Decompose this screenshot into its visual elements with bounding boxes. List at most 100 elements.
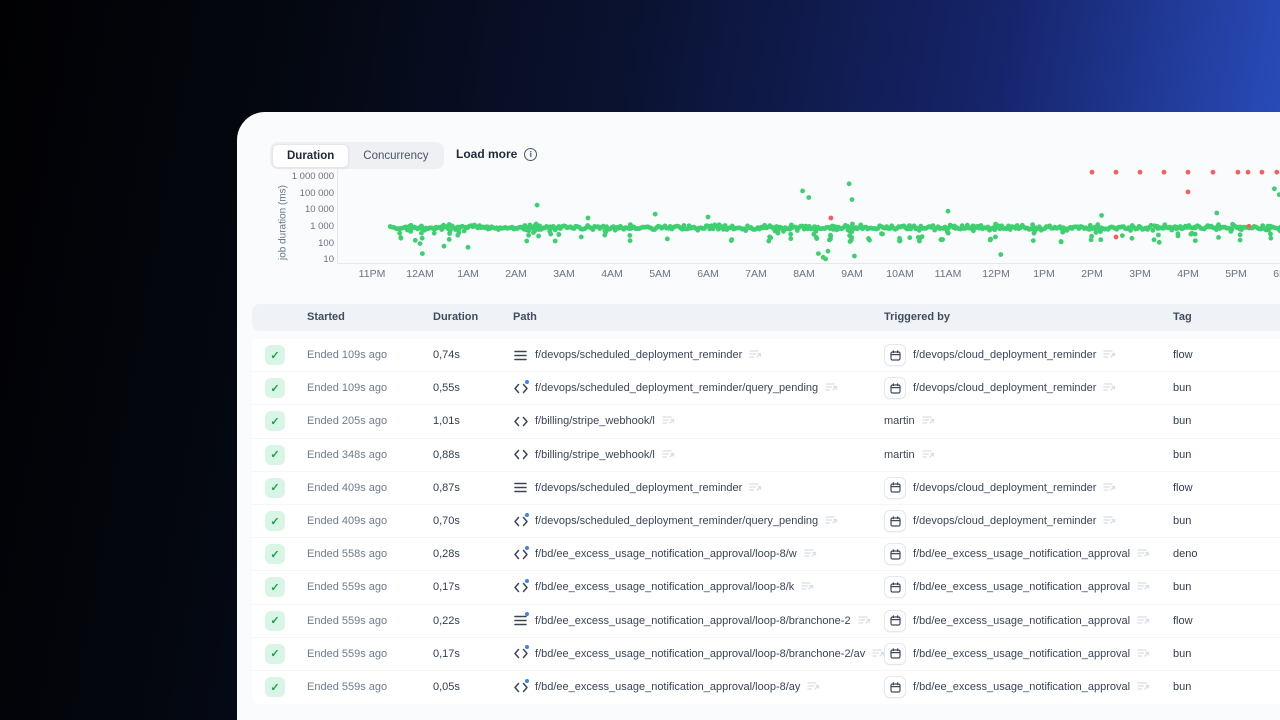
- table-row[interactable]: ✓ Ended 109s ago 0,74s f/devops/scheduled_d…: [252, 339, 1280, 373]
- table-row[interactable]: ✓ Ended 348s ago 0,88s f/billing/stripe_web…: [252, 439, 1280, 472]
- table-header: Started Duration Path Triggered by Tag: [252, 304, 1280, 331]
- filter-icon[interactable]: [749, 346, 762, 364]
- filter-icon[interactable]: [1103, 346, 1116, 364]
- tag-cell: bun: [1173, 515, 1192, 528]
- blue-dot-badge: [525, 545, 529, 550]
- success-check-icon: ✓: [265, 345, 285, 366]
- tag-cell: bun: [1173, 581, 1192, 594]
- triggered-by-cell: f/bd/ee_excess_usage_notification_approv…: [884, 543, 1150, 566]
- filter-icon[interactable]: [1137, 612, 1150, 630]
- blue-dot-badge: [525, 512, 529, 517]
- filter-icon[interactable]: [872, 645, 885, 663]
- filter-icon[interactable]: [749, 479, 762, 497]
- filter-icon[interactable]: [801, 578, 814, 596]
- code-icon: [513, 678, 529, 694]
- path-text: f/devops/scheduled_deployment_reminder/q…: [535, 515, 819, 528]
- filter-icon[interactable]: [921, 412, 935, 430]
- col-header-started: Started: [307, 311, 345, 323]
- info-icon[interactable]: i: [524, 147, 538, 161]
- code-icon: [513, 379, 529, 395]
- x-tick-label: 6PM: [1273, 268, 1280, 280]
- table-row[interactable]: ✓ Ended 559s ago 0,05s f/bd/ee_excess_usage…: [252, 671, 1280, 704]
- path-text: f/bd/ee_excess_usage_notification_approv…: [535, 548, 797, 561]
- code-icon: [513, 645, 529, 660]
- path-text: f/bd/ee_excess_usage_notification_approv…: [535, 581, 795, 594]
- table-row[interactable]: ✓ Ended 109s ago 0,55s f/devops/scheduled_d…: [252, 372, 1280, 406]
- col-header-path: Path: [513, 311, 537, 323]
- table-row[interactable]: ✓ Ended 559s ago 0,17s f/bd/ee_excess_usage…: [252, 638, 1280, 671]
- tab-duration[interactable]: Duration: [272, 143, 350, 168]
- started-cell: Ended 109s ago: [307, 382, 388, 395]
- duration-cell: 0,74s: [433, 349, 460, 362]
- triggered-by-text: f/bd/ee_excess_usage_notification_approv…: [913, 548, 1131, 561]
- success-check-icon: ✓: [265, 677, 285, 698]
- triggered-by-text: f/devops/cloud_deployment_reminder: [913, 481, 1097, 494]
- calendar-icon: [884, 576, 906, 599]
- started-cell: Ended 409s ago: [307, 481, 388, 494]
- runs-panel: Duration Concurrency Load more i job dur…: [237, 112, 1280, 720]
- path-cell: f/bd/ee_excess_usage_notification_approv…: [513, 578, 814, 596]
- filter-icon[interactable]: [857, 612, 871, 630]
- calendar-icon: [884, 676, 906, 699]
- table-row[interactable]: ✓ Ended 205s ago 1,01s f/billing/stripe_web…: [252, 405, 1280, 439]
- started-cell: Ended 559s ago: [307, 681, 388, 694]
- col-header-tag: Tag: [1173, 311, 1192, 323]
- x-tick-label: 4AM: [601, 268, 623, 280]
- triggered-by-text: f/bd/ee_excess_usage_notification_approv…: [913, 614, 1131, 627]
- filter-icon[interactable]: [1103, 479, 1116, 497]
- y-tick-label: 100 000: [299, 188, 334, 199]
- code-icon: [513, 512, 529, 528]
- success-check-icon: ✓: [265, 544, 285, 565]
- path-cell: f/devops/scheduled_deployment_reminder/q…: [513, 512, 838, 530]
- success-check-icon: ✓: [265, 577, 285, 598]
- filter-icon[interactable]: [804, 545, 817, 563]
- calendar-icon: [884, 377, 906, 400]
- filter-icon[interactable]: [825, 512, 838, 530]
- flow-list-icon: [513, 612, 529, 627]
- filter-icon[interactable]: [1137, 545, 1150, 563]
- filter-icon[interactable]: [825, 379, 838, 397]
- table-row[interactable]: ✓ Ended 409s ago 0,70s f/devops/scheduled_d…: [252, 505, 1280, 539]
- duration-cell: 0,17s: [433, 581, 460, 594]
- filter-icon[interactable]: [662, 446, 675, 464]
- path-cell: f/devops/scheduled_deployment_reminder: [513, 479, 762, 497]
- filter-icon[interactable]: [662, 412, 675, 430]
- triggered-by-text: f/devops/cloud_deployment_reminder: [913, 515, 1097, 528]
- duration-cell: 0,17s: [433, 647, 460, 660]
- table-row[interactable]: ✓ Ended 559s ago 0,17s f/bd/ee_excess_usage…: [252, 571, 1280, 605]
- filter-icon[interactable]: [1103, 379, 1116, 397]
- table-row[interactable]: ✓ Ended 558s ago 0,28s f/bd/ee_excess_usage…: [252, 538, 1280, 572]
- y-axis-label: job duration (ms): [277, 184, 289, 261]
- path-cell: f/devops/scheduled_deployment_reminder: [513, 346, 762, 364]
- triggered-by-text: f/bd/ee_excess_usage_notification_approv…: [913, 681, 1131, 694]
- calendar-icon: [884, 543, 906, 566]
- load-more-label: Load more: [456, 147, 518, 161]
- path-cell: f/bd/ee_excess_usage_notification_approv…: [513, 612, 871, 630]
- path-cell: f/bd/ee_excess_usage_notification_approv…: [513, 678, 820, 696]
- path-cell: f/bd/ee_excess_usage_notification_approv…: [513, 645, 885, 663]
- filter-icon[interactable]: [1137, 645, 1150, 663]
- x-tick-label: 10AM: [886, 268, 914, 280]
- filter-icon[interactable]: [1137, 578, 1150, 596]
- load-more-button[interactable]: Load more i: [456, 147, 538, 161]
- table-row[interactable]: ✓ Ended 559s ago 0,22s f/bd/ee_excess_usage…: [252, 605, 1280, 638]
- triggered-by-cell: f/devops/cloud_deployment_reminder: [884, 476, 1116, 499]
- duration-cell: 0,05s: [433, 681, 460, 694]
- table-row[interactable]: ✓ Ended 409s ago 0,87s f/devops/scheduled_d…: [252, 472, 1280, 505]
- filter-icon[interactable]: [1137, 678, 1150, 696]
- filter-icon[interactable]: [1103, 512, 1116, 530]
- started-cell: Ended 348s ago: [307, 448, 388, 461]
- filter-icon[interactable]: [807, 678, 820, 696]
- chart-tabs: Duration Concurrency: [270, 142, 445, 169]
- blue-dot-badge: [525, 678, 529, 683]
- x-tick-label: 9AM: [841, 268, 863, 280]
- duration-cell: 0,22s: [433, 614, 460, 627]
- filter-icon[interactable]: [921, 446, 935, 464]
- duration-cell: 0,88s: [433, 448, 460, 461]
- duration-cell: 1,01s: [433, 415, 460, 428]
- x-tick-label: 1PM: [1033, 268, 1055, 280]
- success-check-icon: ✓: [265, 610, 285, 631]
- tab-concurrency[interactable]: Concurrency: [349, 145, 442, 167]
- calendar-icon: [884, 510, 906, 533]
- flow-list-icon: [513, 349, 528, 362]
